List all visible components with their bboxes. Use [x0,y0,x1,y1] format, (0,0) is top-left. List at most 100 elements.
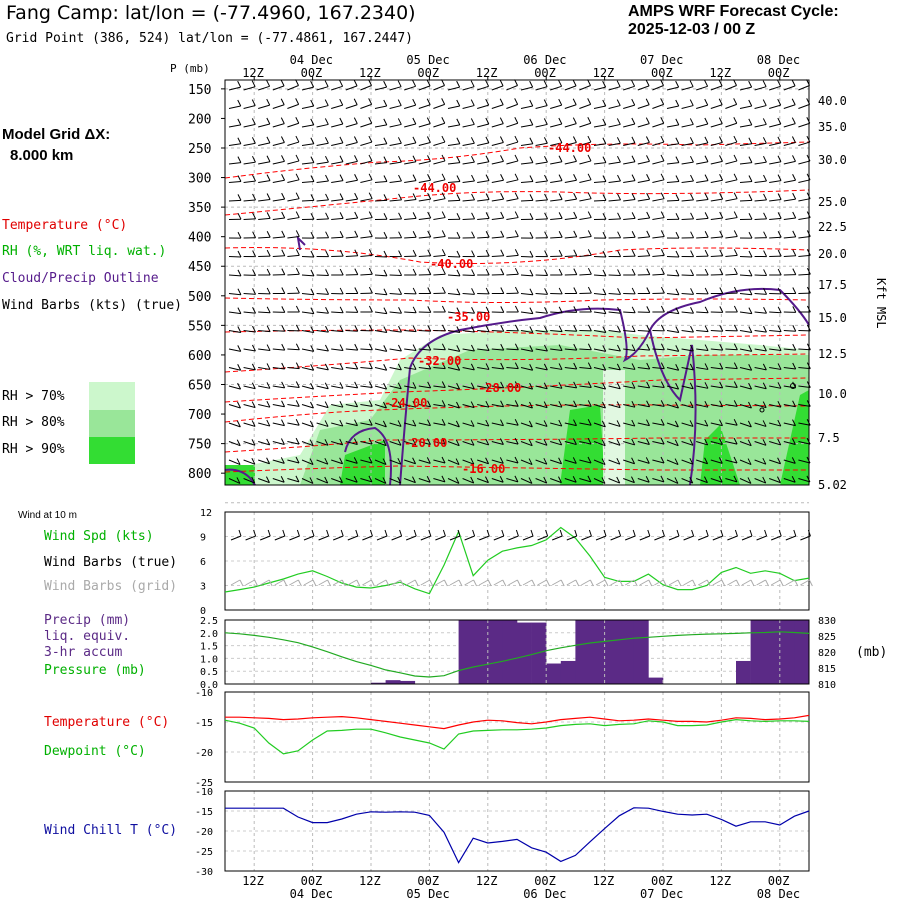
wind-barb [564,459,577,464]
wind-barb [477,348,490,352]
wind-barb-10m [698,535,709,541]
wind-barb [573,306,578,313]
wind-barb [690,231,695,238]
wind-barb [389,142,402,146]
wind-barb [243,86,256,91]
wind-barb [681,330,694,333]
wind-barb [543,439,548,446]
wind-barb [418,367,431,370]
wind-barb-10m [603,529,607,537]
wind-barb [587,475,592,483]
wind-barb [389,441,402,446]
wind-barb [368,437,373,445]
wind-barb [281,287,286,294]
wind-barb [637,441,650,445]
wind-barb [266,419,271,427]
wind-barb [631,457,636,465]
wind-barb [660,362,665,369]
wind-barb [353,98,358,105]
wind-barb [623,367,636,370]
wind-barb [506,254,519,257]
wind-barb [470,382,475,389]
wind-barb [360,217,373,220]
wind-barb-10m [253,529,257,537]
wind-barb-10m [764,529,768,537]
wind-barb-10m [230,535,242,541]
wind-barb [754,367,767,371]
wind-barb [412,117,417,125]
wind-barb [710,198,723,202]
height-tick-label: 40.0 [818,94,847,108]
wind-barb [564,179,577,183]
wind-barb [243,293,256,295]
wind-barb [433,217,446,220]
wind-barb [520,404,533,409]
wind-barb [471,174,475,182]
wind-barb [280,476,285,483]
wind-barb [637,179,650,183]
wind-barb [412,136,417,144]
wind-barb [637,459,650,464]
wind-barb [266,80,271,87]
wind-barb [733,286,738,294]
wind-barb [331,236,344,239]
wind-barb [477,142,490,146]
wind-barb [769,330,782,333]
wind-barb [652,103,664,109]
wind-barb [535,180,548,183]
wind-barb [281,325,286,332]
wind-barb [748,213,753,220]
wind-barb [433,422,446,426]
wind-barb [272,422,285,427]
wind-barb [418,104,431,109]
wind-barb [456,80,461,88]
wind-barb [228,459,241,466]
wind-barb [477,217,490,220]
wind-barb [550,217,563,220]
wind-barb [725,273,738,276]
wind-barb [310,118,315,126]
wind-barb [412,419,417,427]
wind-barb-grid [289,579,299,586]
wind-barb [455,420,460,428]
wind-barb [660,456,665,464]
wind-barb [689,457,694,465]
wind-barb-grid [581,579,591,586]
wind-barb [543,401,548,408]
precip-panel-frame [224,619,810,685]
wind-barb [573,400,578,407]
wind-barb [602,345,607,352]
wind-barb [301,162,314,165]
wind-barb-10m [705,529,709,537]
wind-barb [769,123,781,128]
pressure-tick-label-2: 825 [818,632,836,643]
wind-barb [616,476,621,484]
wind-barb [258,142,271,146]
wind-barb [433,273,446,276]
wind-barb [646,306,651,313]
wind-barb [646,287,651,294]
precip-tick-label: 1.0 [200,654,218,665]
wind-barb [266,306,271,314]
wind-barb [762,118,767,125]
wind-barb [368,305,373,313]
wind-barb [345,160,358,165]
wind-barb [514,135,519,143]
wind-barb [339,231,344,238]
wind-barb [237,231,242,239]
wind-barb [645,476,650,483]
wind-barb [710,104,723,109]
wind-barb-grid [575,579,580,587]
wind-barb [360,459,373,464]
wind-barb [295,135,300,143]
wind-barb [617,250,622,257]
wind-barb [295,154,300,162]
wind-barb [228,105,241,109]
wind-barb [281,174,286,181]
wind-barb [325,231,330,238]
wind-barb [587,98,592,105]
wind-barb [287,85,299,91]
wind-barb [535,367,548,371]
wind-barb [593,441,606,447]
wind-barb [383,137,388,144]
